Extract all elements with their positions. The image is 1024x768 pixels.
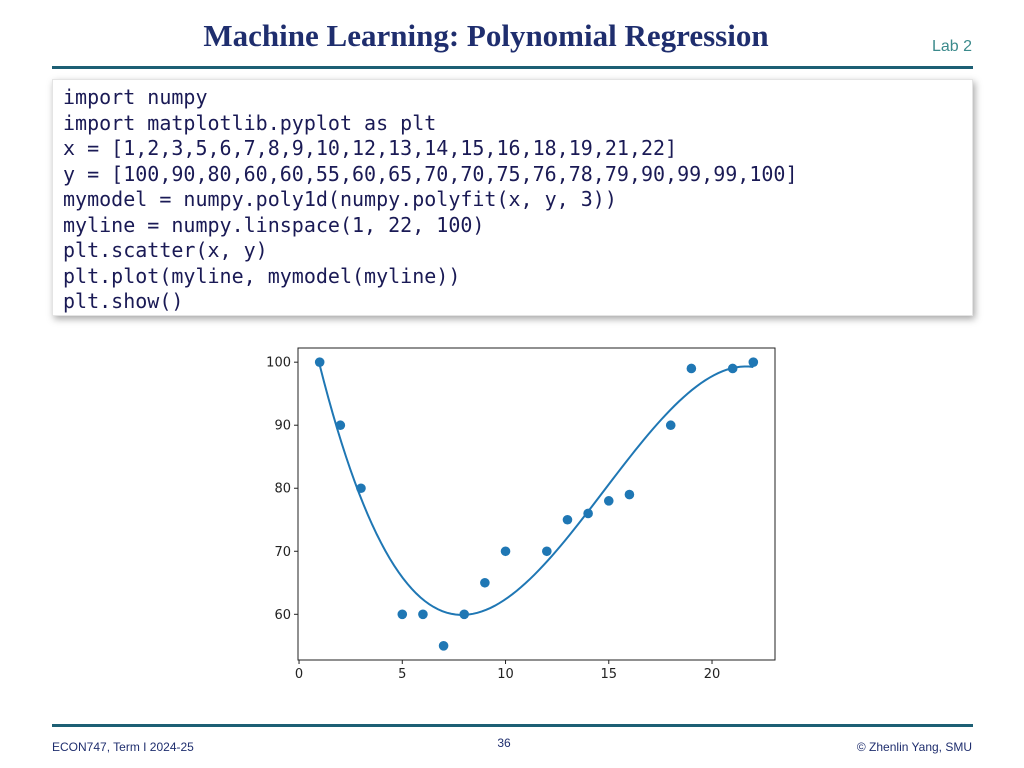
lab-label: Lab 2 (931, 38, 972, 55)
data-point (314, 357, 325, 367)
course-label: ECON747, Term I 2024-25 (52, 740, 194, 754)
data-point (603, 496, 614, 506)
y-tick-label: 70 (274, 545, 291, 560)
data-point (356, 483, 366, 494)
x-tick-label: 15 (600, 667, 617, 682)
data-point (480, 577, 490, 588)
data-point (418, 609, 428, 620)
data-point (438, 641, 449, 651)
code-line: plt.plot(myline, mymodel(myline)) (63, 263, 461, 288)
x-tick-label: 10 (497, 667, 514, 682)
x-tick-label: 20 (704, 667, 721, 682)
y-tick-label: 100 (266, 356, 291, 371)
data-point (500, 546, 511, 557)
copyright-label: © Zhenlin Yang, SMU (856, 740, 972, 754)
data-point (624, 489, 635, 500)
x-tick-label: 0 (295, 667, 303, 682)
data-point (335, 420, 346, 431)
code-line: plt.show() (63, 289, 184, 313)
code-line: mymodel = numpy.poly1d(numpy.polyfit(x, … (63, 187, 617, 211)
code-line: import numpy (63, 85, 208, 109)
footer-rule (52, 724, 973, 727)
code-line: x = [1,2,3,5,6,7,8,9,10,12,13,14,15,16,1… (63, 136, 678, 160)
y-tick-label: 90 (274, 419, 291, 434)
data-point (727, 363, 738, 374)
plot-frame (297, 347, 776, 661)
data-point (397, 609, 408, 620)
fit-curve (318, 364, 754, 616)
page-number: 36 (497, 736, 511, 750)
slide-title: Machine Learning: Polynomial Regression (203, 18, 769, 53)
data-point (686, 363, 697, 374)
code-block: import numpy import matplotlib.pyplot as… (52, 79, 973, 316)
header-rule (52, 66, 973, 69)
code-line: y = [100,90,80,60,60,55,60,65,70,70,75,7… (63, 161, 798, 186)
y-tick-label: 80 (274, 482, 291, 497)
data-point (665, 420, 676, 431)
data-point (583, 508, 593, 519)
x-tick-label: 5 (398, 667, 406, 682)
code-line: import matplotlib.pyplot as plt (63, 110, 437, 135)
y-tick-label: 60 (274, 608, 291, 623)
data-point (562, 514, 573, 525)
code-line: myline = numpy.linspace(1, 22, 100) (63, 212, 485, 237)
data-point (748, 357, 759, 367)
data-point (542, 546, 552, 557)
data-point (459, 609, 470, 620)
scatter-plot: 0 5 10 15 20 60 70 80 90 100 (266, 347, 776, 682)
code-line: plt.scatter(x, y) (63, 238, 268, 262)
